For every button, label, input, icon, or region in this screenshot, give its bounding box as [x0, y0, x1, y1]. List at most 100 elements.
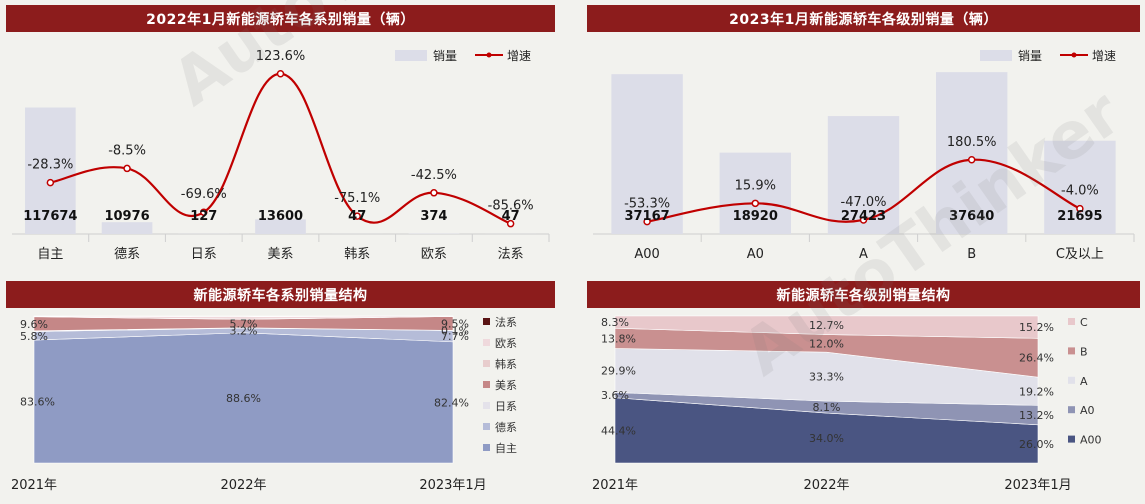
sales-value-label: 117674	[23, 209, 77, 224]
growth-marker	[123, 164, 131, 173]
x-tick-label: 2021年	[592, 478, 638, 493]
area-value-label: 12.0%	[809, 337, 844, 350]
bar	[101, 222, 153, 234]
bar	[25, 107, 76, 234]
sales-value-label: 37640	[949, 209, 994, 224]
sales-value-label: 27423	[841, 209, 886, 224]
area-value-label: 15.2%	[1019, 321, 1054, 334]
x-tick-label: 自主	[37, 247, 63, 262]
area-value-label: 9.6%	[20, 318, 48, 331]
area-value-label: 13.2%	[1019, 409, 1054, 422]
legend-swatch	[1068, 347, 1075, 355]
sales-value-label: 37167	[624, 209, 669, 224]
legend-label: 日系	[495, 400, 517, 413]
legend-label: 欧系	[495, 337, 517, 350]
x-tick-label: C及以上	[1056, 247, 1104, 262]
sales-value-label: 47	[348, 209, 366, 224]
sales-value-label: 13600	[258, 209, 303, 224]
growth-marker	[506, 219, 515, 228]
legend-swatch	[483, 402, 490, 409]
sales-by-class-panel: 2023年1月新能源轿车各级别销量（辆） 销量 增速 A00 A0 A B C及以上 -53.…	[587, 5, 1140, 263]
growth-label: -28.3%	[27, 158, 73, 173]
legend-label: C	[1080, 316, 1088, 329]
growth-label: -47.0%	[841, 195, 887, 210]
area-value-label: 9.5%	[441, 317, 469, 330]
bar	[611, 74, 683, 234]
area-value-label: 44.4%	[601, 424, 636, 437]
x-tick-label: A	[859, 247, 868, 262]
sales-by-origin-title: 2022年1月新能源轿车各系别销量（辆）	[6, 5, 555, 32]
legend-swatch	[483, 423, 490, 430]
x-tick-label: 德系	[114, 247, 140, 262]
area-value-label: 8.3%	[601, 316, 629, 329]
legend-label: 自主	[495, 442, 517, 455]
x-tick-label: A0	[747, 247, 764, 262]
legend-label: 法系	[495, 315, 517, 329]
sales-by-origin-panel: 2022年1月新能源轿车各系别销量（辆） 销量 增速 自主 德系 日系 美系 韩系 欧系 法系 -…	[6, 5, 555, 263]
legend-label-sales: 销量	[1018, 49, 1042, 63]
area-value-label: 5.7%	[230, 318, 258, 331]
legend-swatch	[483, 318, 490, 325]
origin-structure-title: 新能源轿车各系别销量结构	[6, 281, 555, 308]
legend-marker-growth	[486, 52, 492, 58]
area-value-label: 83.6%	[20, 396, 55, 409]
x-tick-label: 2022年	[803, 478, 849, 493]
area-value-label: 8.1%	[813, 401, 841, 414]
area-value-label: 7.7%	[441, 330, 469, 343]
area-value-label: 34.0%	[809, 432, 844, 445]
growth-label: -53.3%	[624, 197, 670, 212]
x-tick-label: 韩系	[344, 247, 370, 262]
area-value-label: 13.8%	[601, 332, 636, 345]
x-tick-label: 2021年	[11, 478, 57, 493]
growth-marker	[859, 216, 868, 224]
x-tick-label: 2023年1月	[419, 478, 486, 493]
legend-label: A0	[1080, 404, 1095, 417]
area-value-label: 12.7%	[809, 319, 844, 332]
area-value-label: 26.4%	[1019, 352, 1054, 365]
area-value-label: 0.1%	[441, 324, 469, 337]
bar	[719, 152, 792, 234]
class-structure-panel: 新能源轿车各级别销量结构 44.4% 34.0% 26.0% 3.6% 8.1% 13.2…	[587, 281, 1140, 501]
x-tick-label: 美系	[267, 247, 293, 262]
sales-value-label: 47	[502, 209, 520, 224]
origin-structure-panel: 新能源轿车各系别销量结构 83.6% 88.6% 82.4% 5.8% 3.2% 7.7%…	[6, 281, 555, 501]
area-value-label: 29.9%	[601, 364, 636, 377]
sales-by-class-chart: 销量 增速 A00 A0 A B C及以上 -53.3%37167 15.9% 18920 -47.…	[593, 49, 1135, 262]
sales-by-class-title: 2023年1月新能源轿车各级别销量（辆）	[587, 5, 1140, 32]
legend-swatch	[483, 339, 490, 346]
legend-swatch	[1068, 435, 1075, 443]
x-tick-label: 日系	[191, 247, 217, 262]
sales-value-label: 21695	[1057, 209, 1102, 224]
growth-label: -85.6%	[488, 199, 534, 214]
area-value-label: 19.2%	[1019, 385, 1054, 398]
legend-swatch	[483, 360, 490, 367]
area-value-label: 26.0%	[1019, 438, 1054, 451]
legend-label: A	[1080, 375, 1088, 388]
legend-label-growth: 增速	[1092, 49, 1116, 63]
legend-swatch	[1068, 406, 1075, 414]
bar	[935, 72, 1008, 234]
legend-label: B	[1080, 345, 1088, 358]
class-structure-chart: 44.4% 34.0% 26.0% 3.6% 8.1% 13.2% 29.9% 33.3% 19…	[592, 315, 1102, 493]
legend-label-growth: 增速	[507, 49, 531, 63]
x-tick-label: A00	[634, 247, 659, 262]
legend-label: 德系	[495, 420, 517, 434]
growth-marker	[276, 70, 285, 78]
legend-swatch	[483, 381, 490, 388]
growth-marker	[46, 178, 55, 187]
growth-label: -75.1%	[334, 191, 380, 206]
legend-label: 韩系	[495, 357, 517, 371]
legend-swatch-sales	[395, 50, 427, 61]
sales-value-label: 127	[190, 209, 217, 224]
x-tick-label: 法系	[498, 247, 524, 262]
bar	[1044, 140, 1116, 234]
area-value-label: 3.2%	[230, 324, 258, 337]
growth-marker	[643, 217, 651, 226]
area-band	[33, 315, 454, 317]
sales-value-label: 10976	[104, 209, 149, 224]
growth-label: 15.9%	[735, 178, 776, 193]
area-value-label: 82.4%	[434, 396, 469, 409]
growth-marker	[967, 156, 976, 164]
growth-marker	[751, 199, 760, 208]
